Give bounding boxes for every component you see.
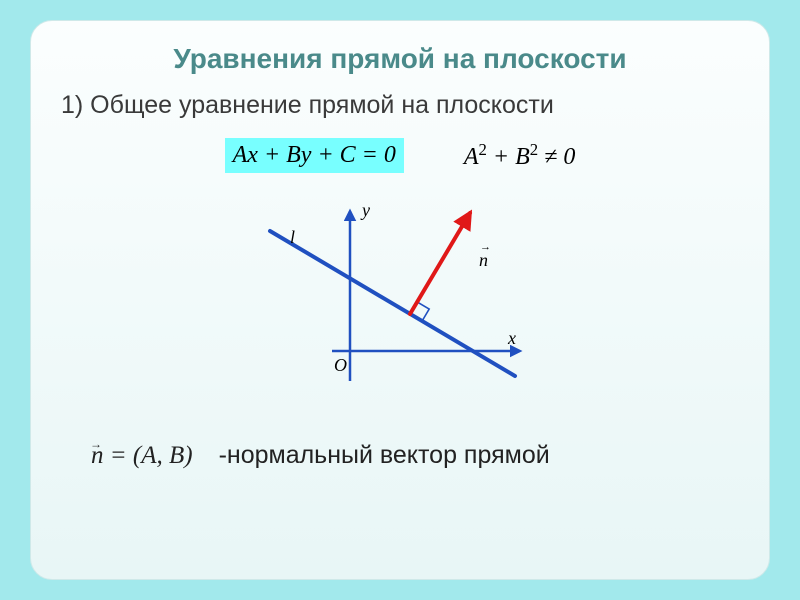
line-plane-diagram: l y x On→ bbox=[220, 181, 580, 411]
content-card: Уравнения прямой на плоскости 1) Общее у… bbox=[30, 20, 770, 580]
vector-arrow-icon: → bbox=[90, 437, 102, 452]
diagram-label-n: n bbox=[479, 250, 488, 270]
footer-row: → n = (A, B) -нормальный вектор прямой bbox=[31, 411, 769, 470]
vector-arrow-icon: → bbox=[480, 241, 491, 253]
slide-background: Уравнения прямой на плоскости 1) Общее у… bbox=[0, 0, 800, 600]
diagram-container: l y x On→ bbox=[31, 173, 769, 411]
normal-vector-caption: -нормальный вектор прямой bbox=[219, 441, 550, 470]
normal-vector-text: n = (A, B) bbox=[91, 442, 193, 469]
diagram-label-x: x bbox=[507, 328, 516, 348]
normal-vector-formula: → n = (A, B) bbox=[91, 442, 193, 470]
side-condition: A2 + B2 ≠ 0 bbox=[464, 140, 575, 171]
diagram-label-y: y bbox=[360, 200, 370, 220]
equation-row: Ax + By + C = 0 A2 + B2 ≠ 0 bbox=[31, 120, 769, 173]
diagram-label-l: l bbox=[290, 227, 295, 247]
diagram-label-O: O bbox=[334, 355, 347, 375]
page-title: Уравнения прямой на плоскости bbox=[31, 21, 769, 75]
subtitle: 1) Общее уравнение прямой на плоскости bbox=[31, 75, 769, 120]
main-equation: Ax + By + C = 0 bbox=[225, 138, 404, 173]
